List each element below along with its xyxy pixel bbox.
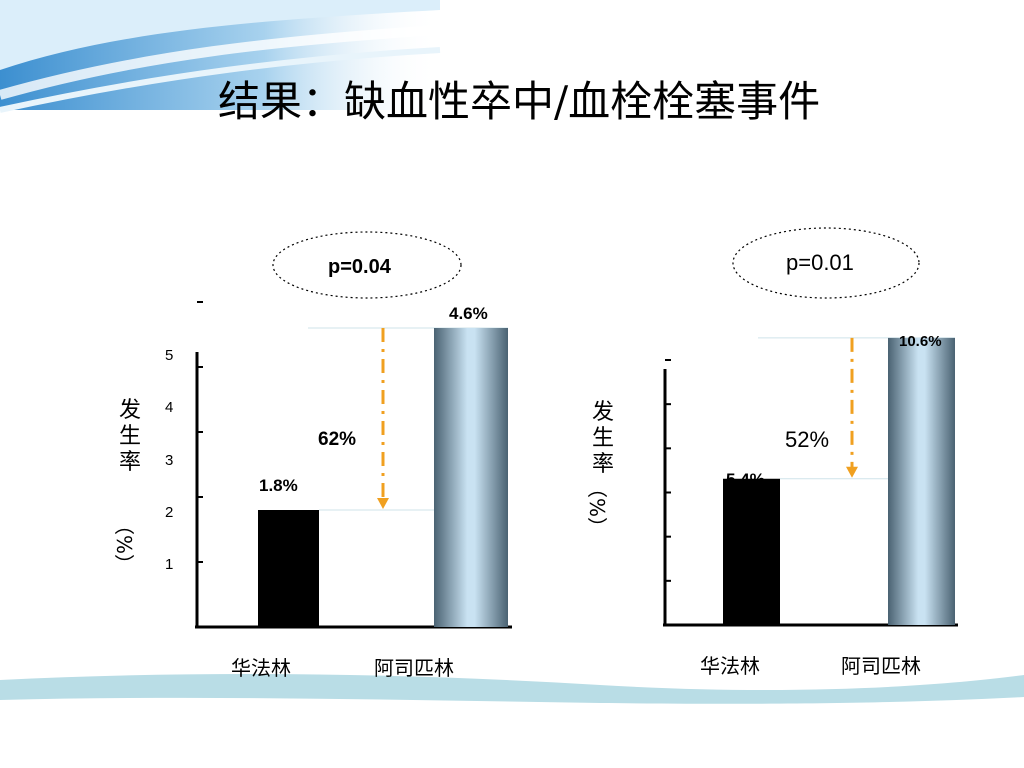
bar-aspirin bbox=[434, 328, 508, 627]
x-tick-label: 阿司匹林 bbox=[374, 656, 454, 680]
data-label-aspirin: 10.6% bbox=[899, 333, 942, 350]
y-axis-label: 发 生 率 bbox=[118, 398, 141, 475]
bar-aspirin bbox=[888, 337, 955, 625]
bar-warfarin bbox=[723, 478, 780, 625]
p-value-ellipse bbox=[732, 227, 920, 299]
y-axis-unit: （%） bbox=[585, 478, 609, 538]
y-tick-label: 4 bbox=[165, 399, 174, 416]
arrow-head bbox=[846, 466, 858, 478]
arrow-head bbox=[377, 498, 389, 509]
reduction-label: 62% bbox=[318, 429, 357, 450]
slide-title: 结果：缺血性卒中/血栓栓塞事件 bbox=[218, 77, 821, 126]
data-label-warfarin: 5.4% bbox=[726, 470, 765, 489]
header-banner bbox=[0, 0, 441, 113]
p-value-label: p=0.04 bbox=[328, 256, 391, 278]
y-tick-label: 2 bbox=[165, 504, 174, 521]
y-tick-label: 5 bbox=[165, 347, 174, 364]
y-tick-label: 1 bbox=[165, 556, 174, 573]
y-tick-label: 3 bbox=[165, 452, 174, 469]
y-axis-label: 发 生 率 bbox=[591, 400, 614, 477]
reduction-label: 52% bbox=[785, 427, 830, 452]
x-tick-label: 阿司匹林 bbox=[841, 654, 921, 678]
data-label-warfarin: 1.8% bbox=[259, 476, 298, 495]
p-value-label: p=0.01 bbox=[786, 250, 854, 275]
p-value-ellipse bbox=[272, 231, 462, 299]
data-label-aspirin: 4.6% bbox=[449, 304, 488, 323]
y-axis-unit: （%） bbox=[112, 515, 136, 575]
x-tick-label: 华法林 bbox=[231, 656, 291, 680]
x-tick-label: 华法林 bbox=[700, 654, 760, 678]
bar-warfarin bbox=[258, 510, 319, 627]
footer-wave bbox=[0, 673, 1024, 704]
